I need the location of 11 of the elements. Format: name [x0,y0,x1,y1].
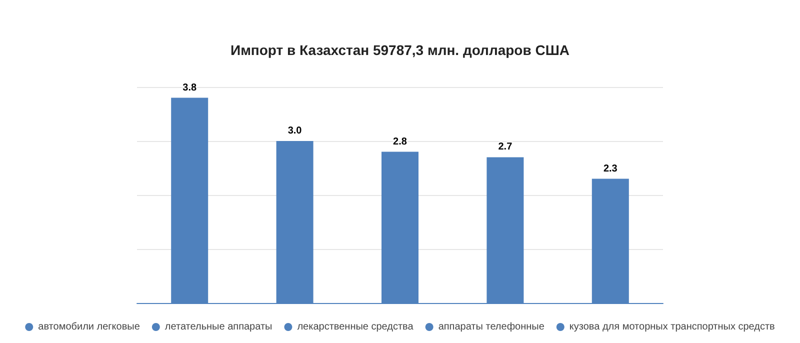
data-label: 3.0 [288,126,302,136]
legend-label: автомобили легковые [38,322,140,332]
chart-title: Импорт в Казахстан 59787,3 млн. долларов США [230,42,570,58]
legend-label: кузова для моторных транспортных средств [569,322,775,332]
legend-label: лекарственные средства [297,322,414,332]
data-label: 2.8 [393,136,408,148]
data-label: 2.7 [498,142,513,153]
legend-label: аппараты телефонные [438,322,545,332]
data-label: 2.3 [603,163,618,174]
legend-label: летательные аппараты [164,322,272,332]
data-label: 3.8 [182,82,197,94]
